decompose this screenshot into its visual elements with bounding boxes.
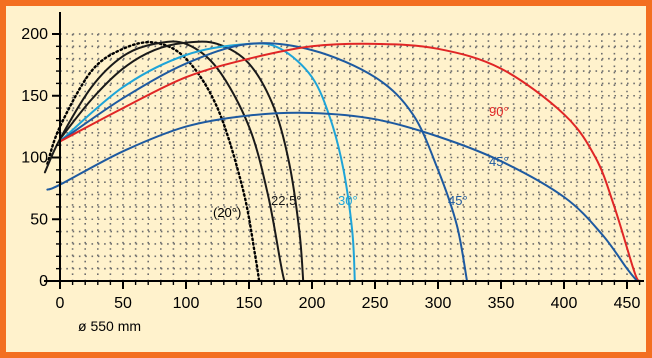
x-tick-label: 200 <box>299 295 326 312</box>
dot-grid <box>60 33 644 281</box>
x-tick-label: 150 <box>236 295 263 312</box>
x-tick-label: 50 <box>114 295 132 312</box>
diameter-footnote: ø 550 mm <box>78 318 141 334</box>
series-label-6: 45° <box>489 154 509 169</box>
series-label-3: 30° <box>338 193 358 208</box>
series-label-0: (20°) <box>213 205 241 220</box>
series-line-5 <box>59 42 640 282</box>
y-tick-label: 0 <box>39 273 48 290</box>
x-tick-label: 350 <box>488 295 515 312</box>
x-tick-label: 250 <box>362 295 389 312</box>
series-label-1: 22,5° <box>271 193 302 208</box>
series-line-0 <box>46 41 261 283</box>
y-tick-label: 50 <box>30 211 48 228</box>
series-group <box>43 40 640 283</box>
series-line-3 <box>59 42 356 282</box>
series-label-4: 45° <box>448 193 468 208</box>
y-tick-label: 200 <box>21 26 48 43</box>
x-tick-label: 450 <box>614 295 641 312</box>
x-tick-label: 100 <box>173 295 200 312</box>
series-line-2 <box>59 40 305 282</box>
series-labels: (20°) 22,5° 30° 45° 90° 45° <box>213 104 509 220</box>
series-line-6 <box>46 111 639 282</box>
series-line-1 <box>43 40 286 282</box>
y-tick-label: 100 <box>21 150 48 167</box>
series-line-4 <box>59 42 468 282</box>
series-label-5: 90° <box>489 104 509 119</box>
y-tick-label: 150 <box>21 88 48 105</box>
x-tick-label: 400 <box>551 295 578 312</box>
axes: 0 50 100 150 200 250 300 350 400 450 0 50 100 150 200 <box>21 12 644 312</box>
x-tick-label: 0 <box>56 295 65 312</box>
x-tick-label: 300 <box>425 295 452 312</box>
